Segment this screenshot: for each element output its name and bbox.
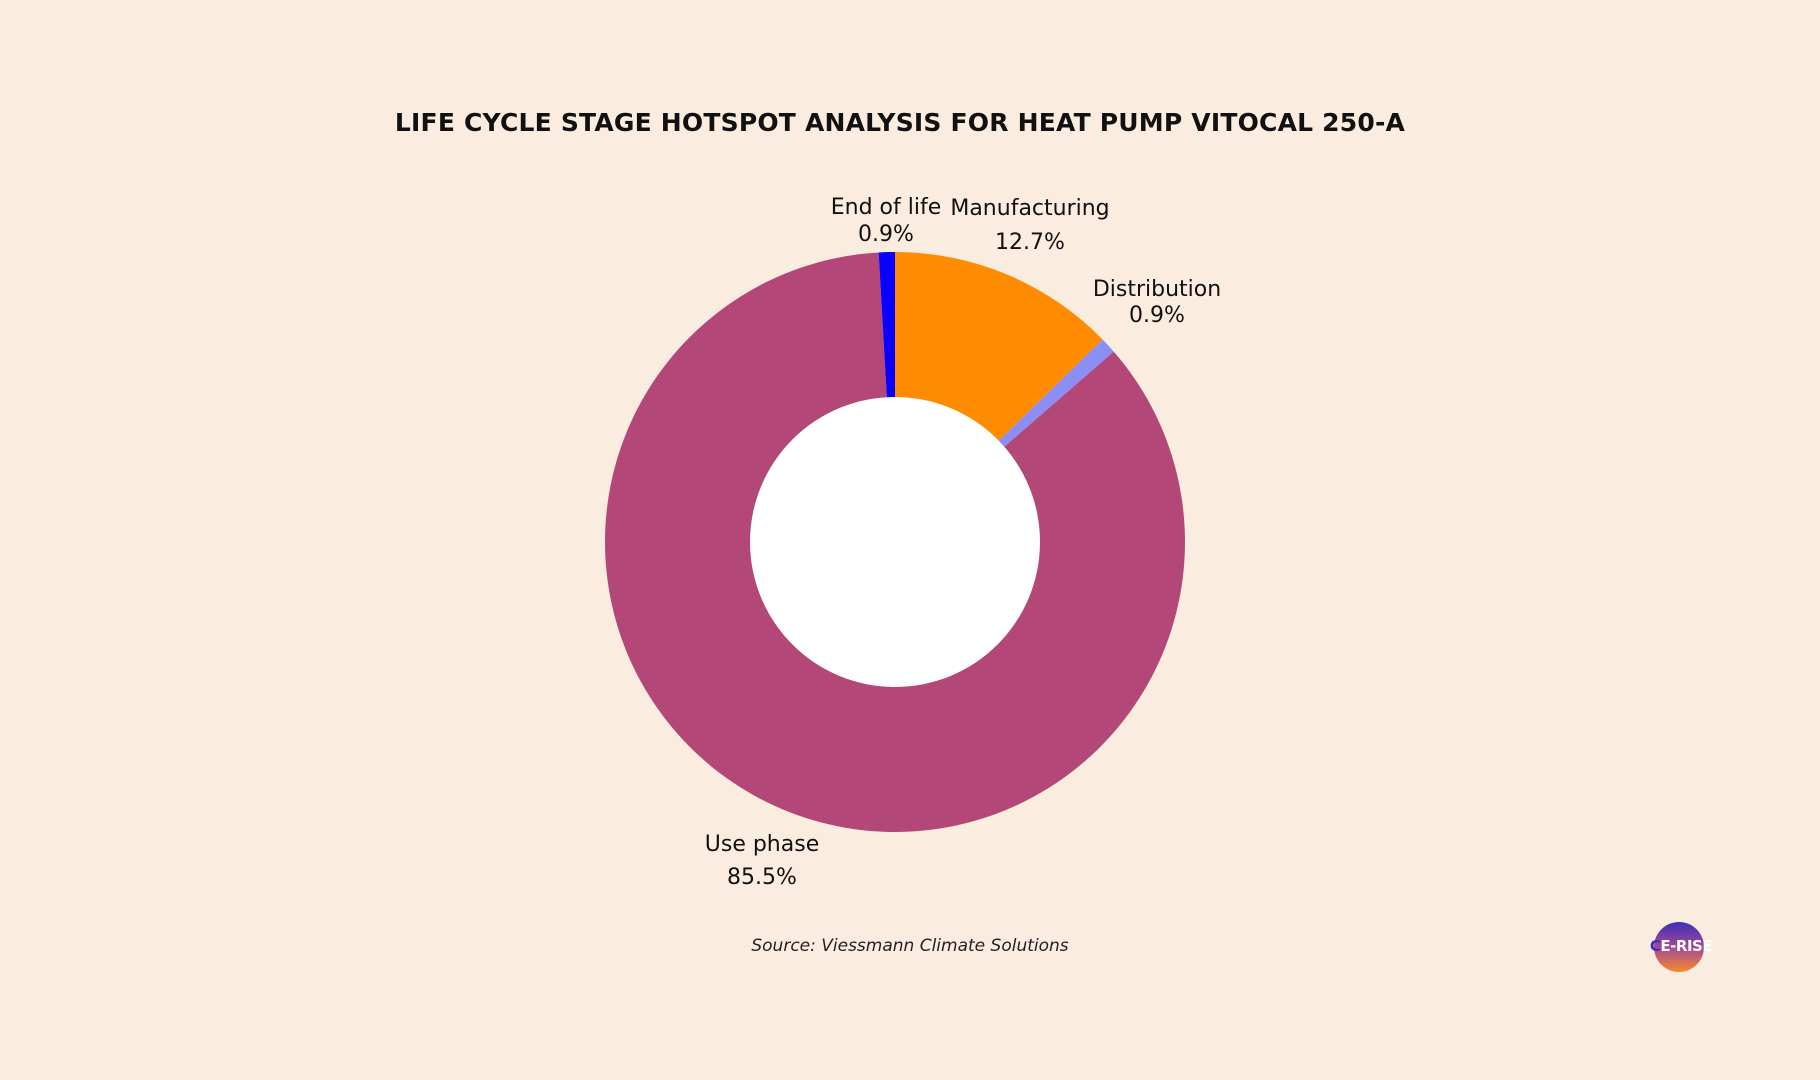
ce-rise-logo: CE-RISE	[1638, 922, 1713, 972]
slice-value-end-of-life: 0.9%	[858, 222, 914, 247]
slice-label-use-phase: Use phase	[705, 832, 819, 857]
logo-text: CE-RISE	[1649, 937, 1713, 955]
chart-title: LIFE CYCLE STAGE HOTSPOT ANALYSIS FOR HE…	[394, 108, 1406, 137]
slice-value-distribution: 0.9%	[1129, 303, 1185, 328]
slice-label-distribution: Distribution	[1093, 277, 1221, 302]
logo-circle	[1654, 922, 1704, 972]
source-note: Source: Viessmann Climate Solutions	[751, 936, 1069, 956]
donut-hole	[750, 397, 1040, 687]
slice-label-end-of-life: End of life	[831, 195, 942, 220]
slice-value-use-phase: 85.5%	[727, 865, 797, 890]
slice-value-manufacturing: 12.7%	[995, 230, 1065, 255]
slice-label-manufacturing: Manufacturing	[950, 196, 1109, 221]
